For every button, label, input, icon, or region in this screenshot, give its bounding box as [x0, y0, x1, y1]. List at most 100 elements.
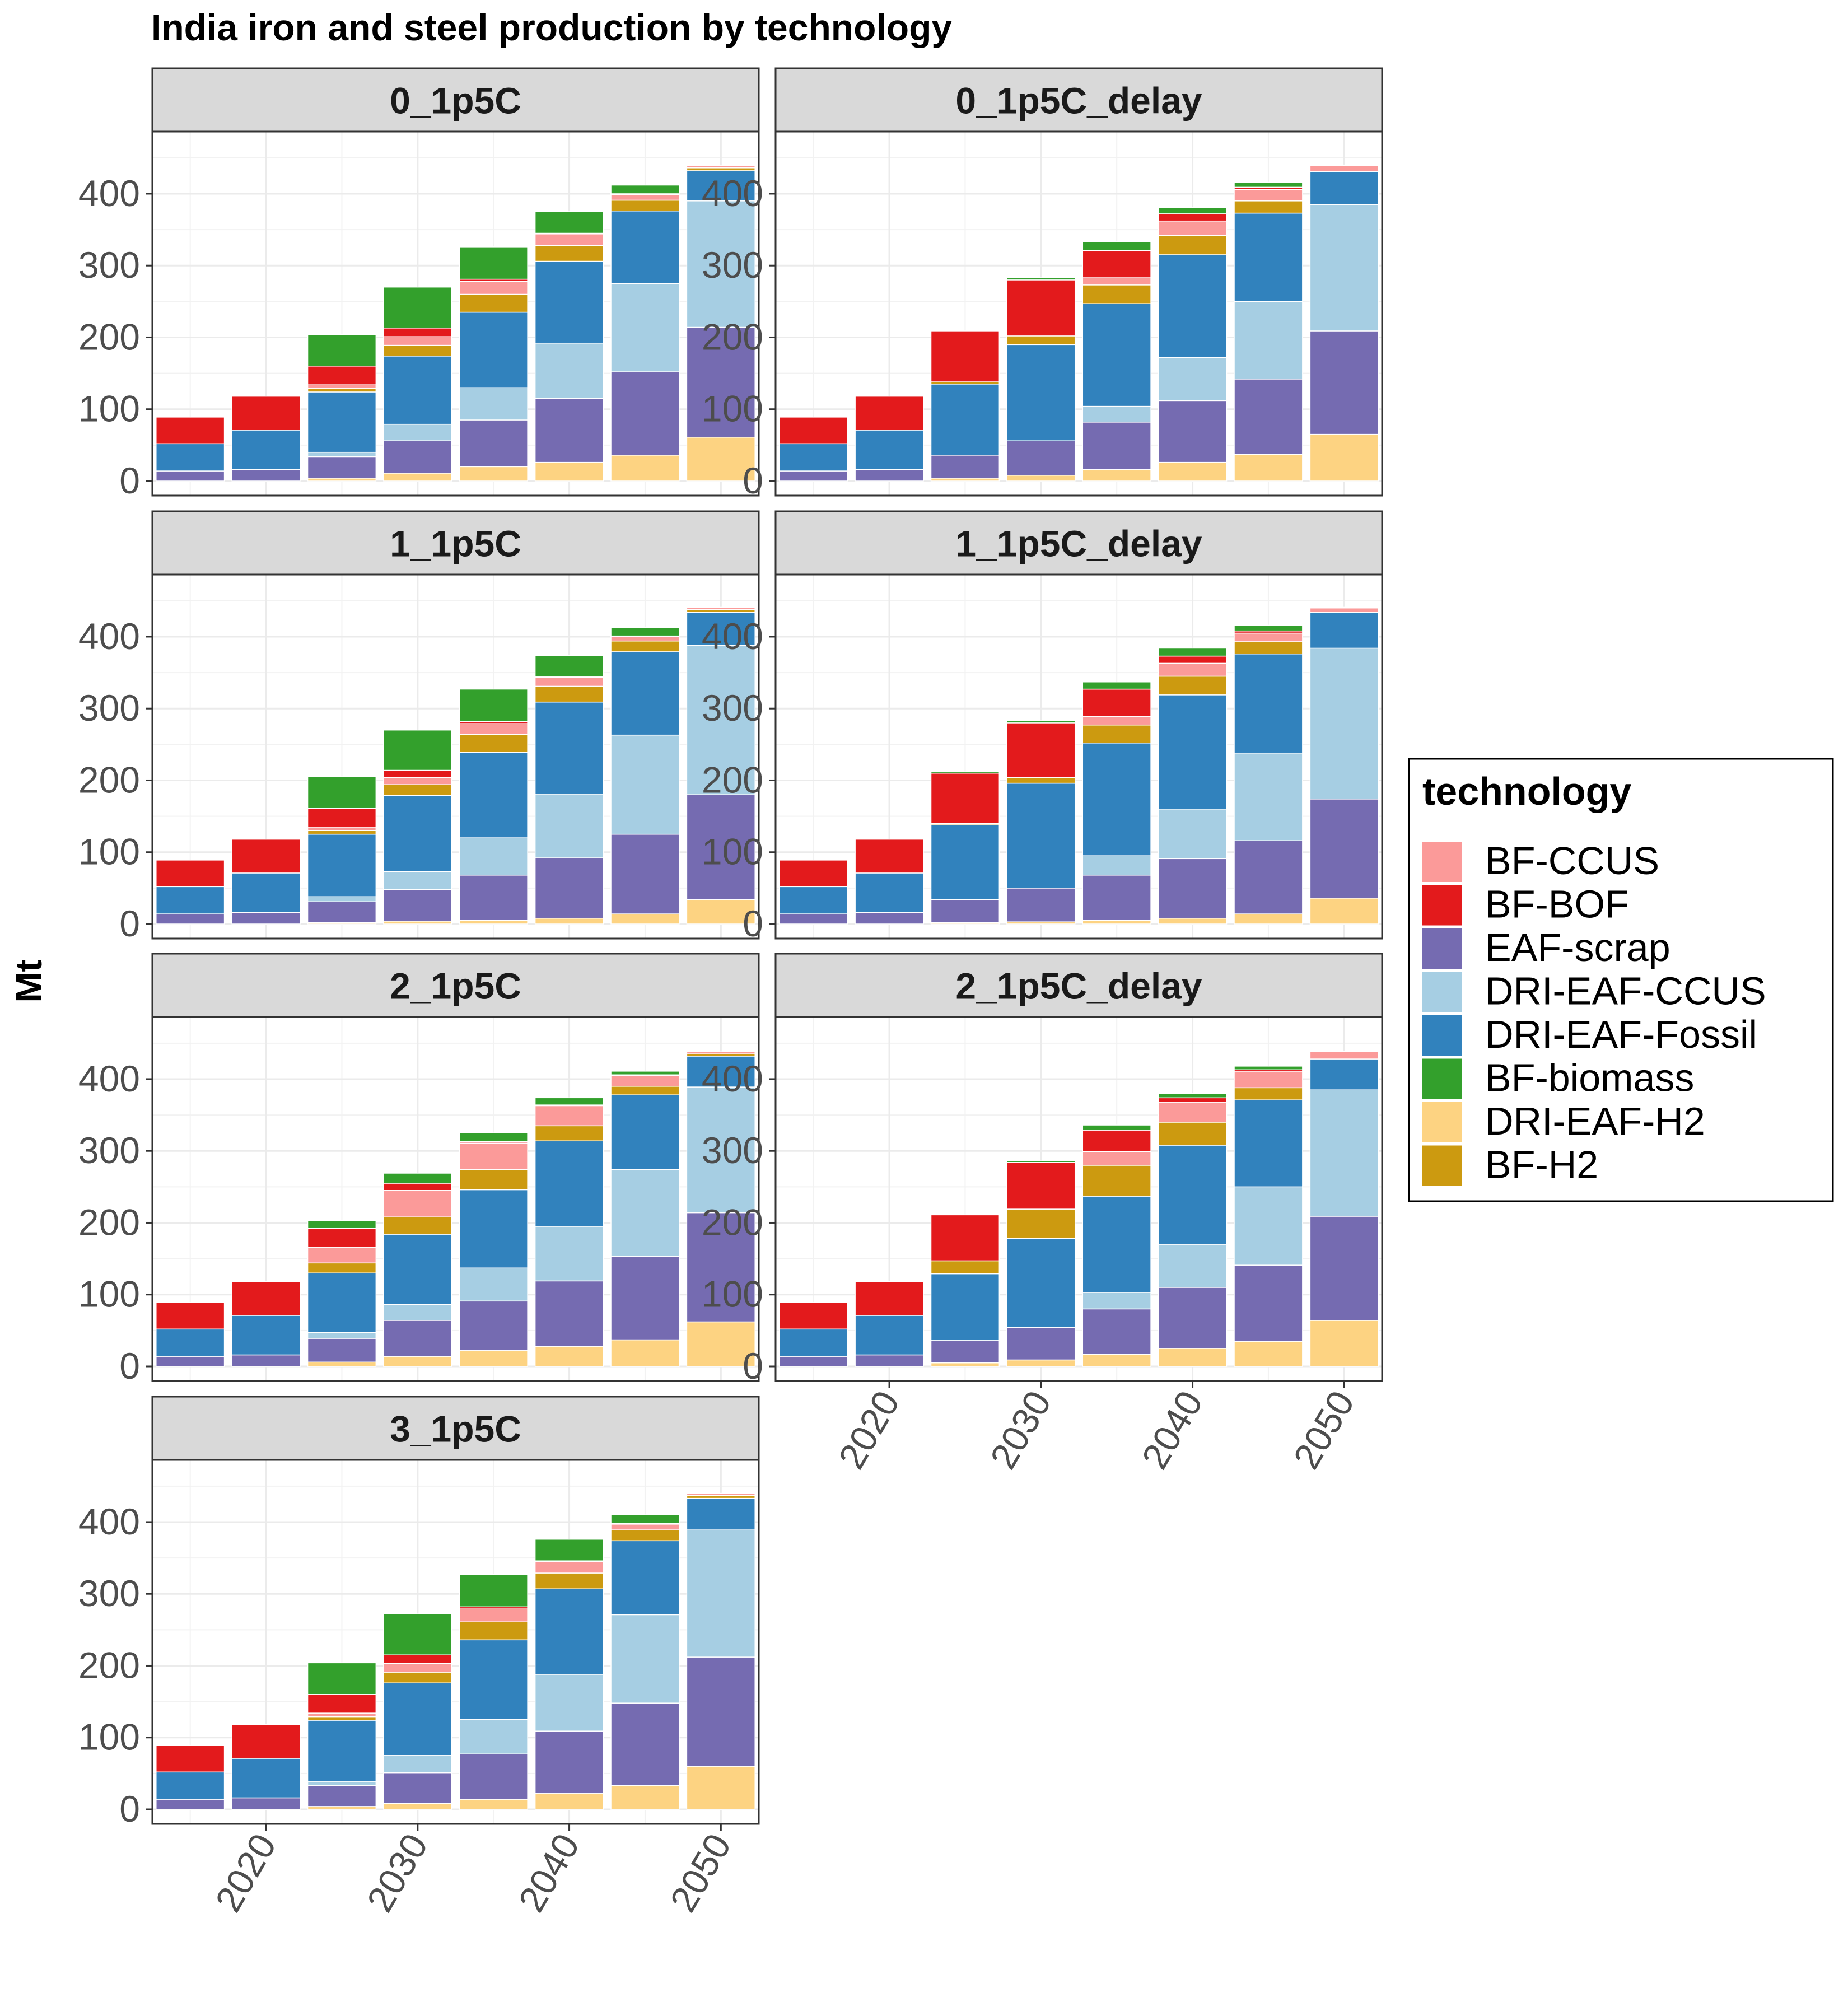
bar-segment-bf-bof-2030	[383, 328, 452, 337]
bar-segment-eaf-scrap-2050	[1309, 799, 1379, 899]
bar-segment-dri-eaf-ccus-2045	[610, 1614, 680, 1704]
bar-segment-dri-eaf-ccus-2035	[459, 837, 528, 876]
legend-label: DRI-EAF-Fossil	[1485, 1012, 1757, 1056]
bar-segment-dri-eaf-h2-2050	[686, 899, 755, 925]
bar-segment-bf-ccus-2030	[383, 1663, 452, 1673]
legend: technologyBF-CCUSBF-BOFEAF-scrapDRI-EAF-…	[1408, 758, 1834, 1202]
bar-segment-bf-h2-2025	[307, 388, 377, 393]
y-tick-label: 0	[743, 903, 763, 944]
bar-segment-bf-h2-2040	[1158, 235, 1228, 255]
bar-segment-dri-eaf-h2-2050	[1309, 898, 1379, 925]
bar-segment-bf-ccus-2045	[1234, 1071, 1303, 1089]
bar-segment-dri-eaf-h2-2040	[534, 461, 604, 482]
bar-segment-bf-biomass-2025	[307, 1662, 377, 1695]
bar-segment-bf-bof-2020	[855, 838, 924, 874]
bar-segment-dri-eaf-fossil-2025	[930, 1273, 1000, 1341]
bar-segment-dri-eaf-ccus-2045	[610, 734, 680, 835]
bar-segment-bf-h2-2025	[930, 1260, 1000, 1275]
bar-segment-bf-bof-2025	[307, 808, 377, 828]
panel-border	[151, 130, 760, 497]
bar-segment-bf-bof-2020	[231, 1724, 301, 1759]
bar-segment-dri-eaf-fossil-2030	[1006, 344, 1076, 441]
bar-segment-eaf-scrap-2050	[1309, 330, 1379, 435]
bar-segment-dri-eaf-fossil-2040	[534, 260, 604, 344]
bar-segment-dri-eaf-fossil-2050	[1309, 1058, 1379, 1090]
bar-segment-dri-eaf-fossil-2025	[307, 1272, 377, 1333]
bar-segment-bf-h2-2040	[534, 245, 604, 262]
bar-segment-eaf-scrap-2040	[1158, 1287, 1228, 1349]
y-tick-label: 0	[743, 460, 763, 501]
bar-segment-bf-h2-2030	[1006, 335, 1076, 346]
bar-segment-eaf-scrap-2035	[1082, 1308, 1151, 1355]
bar-segment-eaf-scrap-2045	[1234, 840, 1303, 914]
bar-segment-dri-eaf-h2-2045	[610, 1785, 680, 1810]
y-tick-label: 400	[702, 615, 763, 657]
bar-segment-bf-ccus-2050	[1309, 1051, 1379, 1060]
bar-segment-dri-eaf-fossil-2045	[610, 1540, 680, 1616]
bar-segment-dri-eaf-fossil-2025	[307, 1720, 377, 1782]
y-tick-label: 300	[78, 687, 140, 729]
y-tick-label: 200	[702, 759, 763, 800]
bar-segment-dri-eaf-h2-2025	[307, 1361, 377, 1367]
bar-segment-bf-h2-2040	[1158, 675, 1228, 696]
bar-segment-dri-eaf-ccus-2050	[686, 645, 755, 795]
legend-label: DRI-EAF-H2	[1485, 1099, 1705, 1143]
bar-segment-eaf-scrap-2045	[610, 371, 680, 456]
bar-segment-bf-h2-2045	[610, 199, 680, 212]
bar-segment-dri-eaf-fossil-2050	[1309, 171, 1379, 205]
bar-segment-eaf-scrap-2045	[610, 1256, 680, 1341]
bar-segment-bf-ccus-2035	[1082, 277, 1151, 286]
bar-segment-bf-bof-2015	[779, 417, 848, 445]
bar-segment-eaf-scrap-2050	[686, 794, 755, 900]
bar-segment-bf-ccus-2045	[610, 194, 680, 201]
bar-segment-bf-h2-2025	[307, 830, 377, 835]
bar-segment-dri-eaf-h2-2035	[1082, 920, 1151, 925]
facet-panel-1_1p5C_delay: 1_1p5C_delay 0 100 200 300 400	[702, 510, 1383, 944]
bar-segment-bf-h2-2040	[1158, 1122, 1228, 1146]
bar-segment-bf-h2-2030	[383, 784, 452, 796]
legend-label: BF-CCUS	[1485, 839, 1659, 883]
facet-strip-label: 1_1p5C	[390, 523, 521, 564]
y-tick-label: 0	[119, 903, 140, 944]
bar-segment-eaf-scrap-2040	[534, 1280, 604, 1347]
bar-segment-bf-bof-2020	[855, 395, 924, 431]
bar-segment-dri-eaf-fossil-2025	[307, 833, 377, 898]
facet-panel-0_1p5C: 0_1p5C 0 100 200 300 400	[78, 67, 760, 501]
bar-segment-eaf-scrap-2030	[383, 1772, 452, 1804]
bar-segment-bf-biomass-2045	[610, 184, 680, 194]
facet-strip	[151, 67, 760, 133]
bar-segment-eaf-scrap-2015	[156, 1799, 225, 1810]
legend-swatch	[1422, 928, 1462, 969]
bar-segment-bf-bof-2020	[231, 1281, 301, 1316]
legend-swatch	[1422, 1102, 1462, 1142]
bar-segment-dri-eaf-h2-2050	[686, 437, 755, 482]
bar-segment-bf-ccus-2035	[1082, 1151, 1151, 1166]
bar-segment-bf-ccus-2045	[610, 1075, 680, 1087]
bar-segment-dri-eaf-ccus-2030	[383, 1304, 452, 1321]
bar-segment-dri-eaf-fossil-2050	[1309, 612, 1379, 649]
bar-segment-eaf-scrap-2035	[1082, 422, 1151, 470]
bar-segment-eaf-scrap-2030	[1006, 888, 1076, 922]
bar-segment-eaf-scrap-2035	[1082, 875, 1151, 921]
bar-segment-eaf-scrap-2040	[534, 398, 604, 463]
bar-segment-eaf-scrap-2020	[855, 469, 924, 482]
legend-label: BF-biomass	[1485, 1056, 1694, 1100]
bar-segment-bf-ccus-2025	[307, 1247, 377, 1264]
facet-panel-1_1p5C: 1_1p5C 0 100 200 300 400	[78, 510, 760, 944]
bar-segment-dri-eaf-h2-2030	[383, 1803, 452, 1810]
bar-segment-eaf-scrap-2025	[930, 899, 1000, 923]
bar-segment-bf-biomass-2040	[1158, 647, 1228, 657]
bar-segment-bf-bof-2015	[156, 860, 225, 888]
bar-segment-eaf-scrap-2020	[231, 1797, 301, 1810]
facet-strip	[151, 510, 760, 576]
bar-segment-bf-biomass-2045	[610, 1514, 680, 1524]
chart-title: India iron and steel production by techn…	[151, 7, 952, 48]
bar-segment-dri-eaf-h2-2040	[534, 917, 604, 925]
bar-segment-bf-h2-2030	[383, 1216, 452, 1235]
bar-segment-bf-ccus-2025	[307, 1712, 377, 1718]
bar-segment-dri-eaf-ccus-2040	[1158, 1244, 1228, 1288]
bar-segment-dri-eaf-h2-2040	[1158, 1348, 1228, 1367]
bar-segment-dri-eaf-fossil-2030	[383, 356, 452, 425]
bar-segment-bf-bof-2050	[1309, 606, 1379, 609]
bar-segment-bf-biomass-2030	[383, 729, 452, 771]
